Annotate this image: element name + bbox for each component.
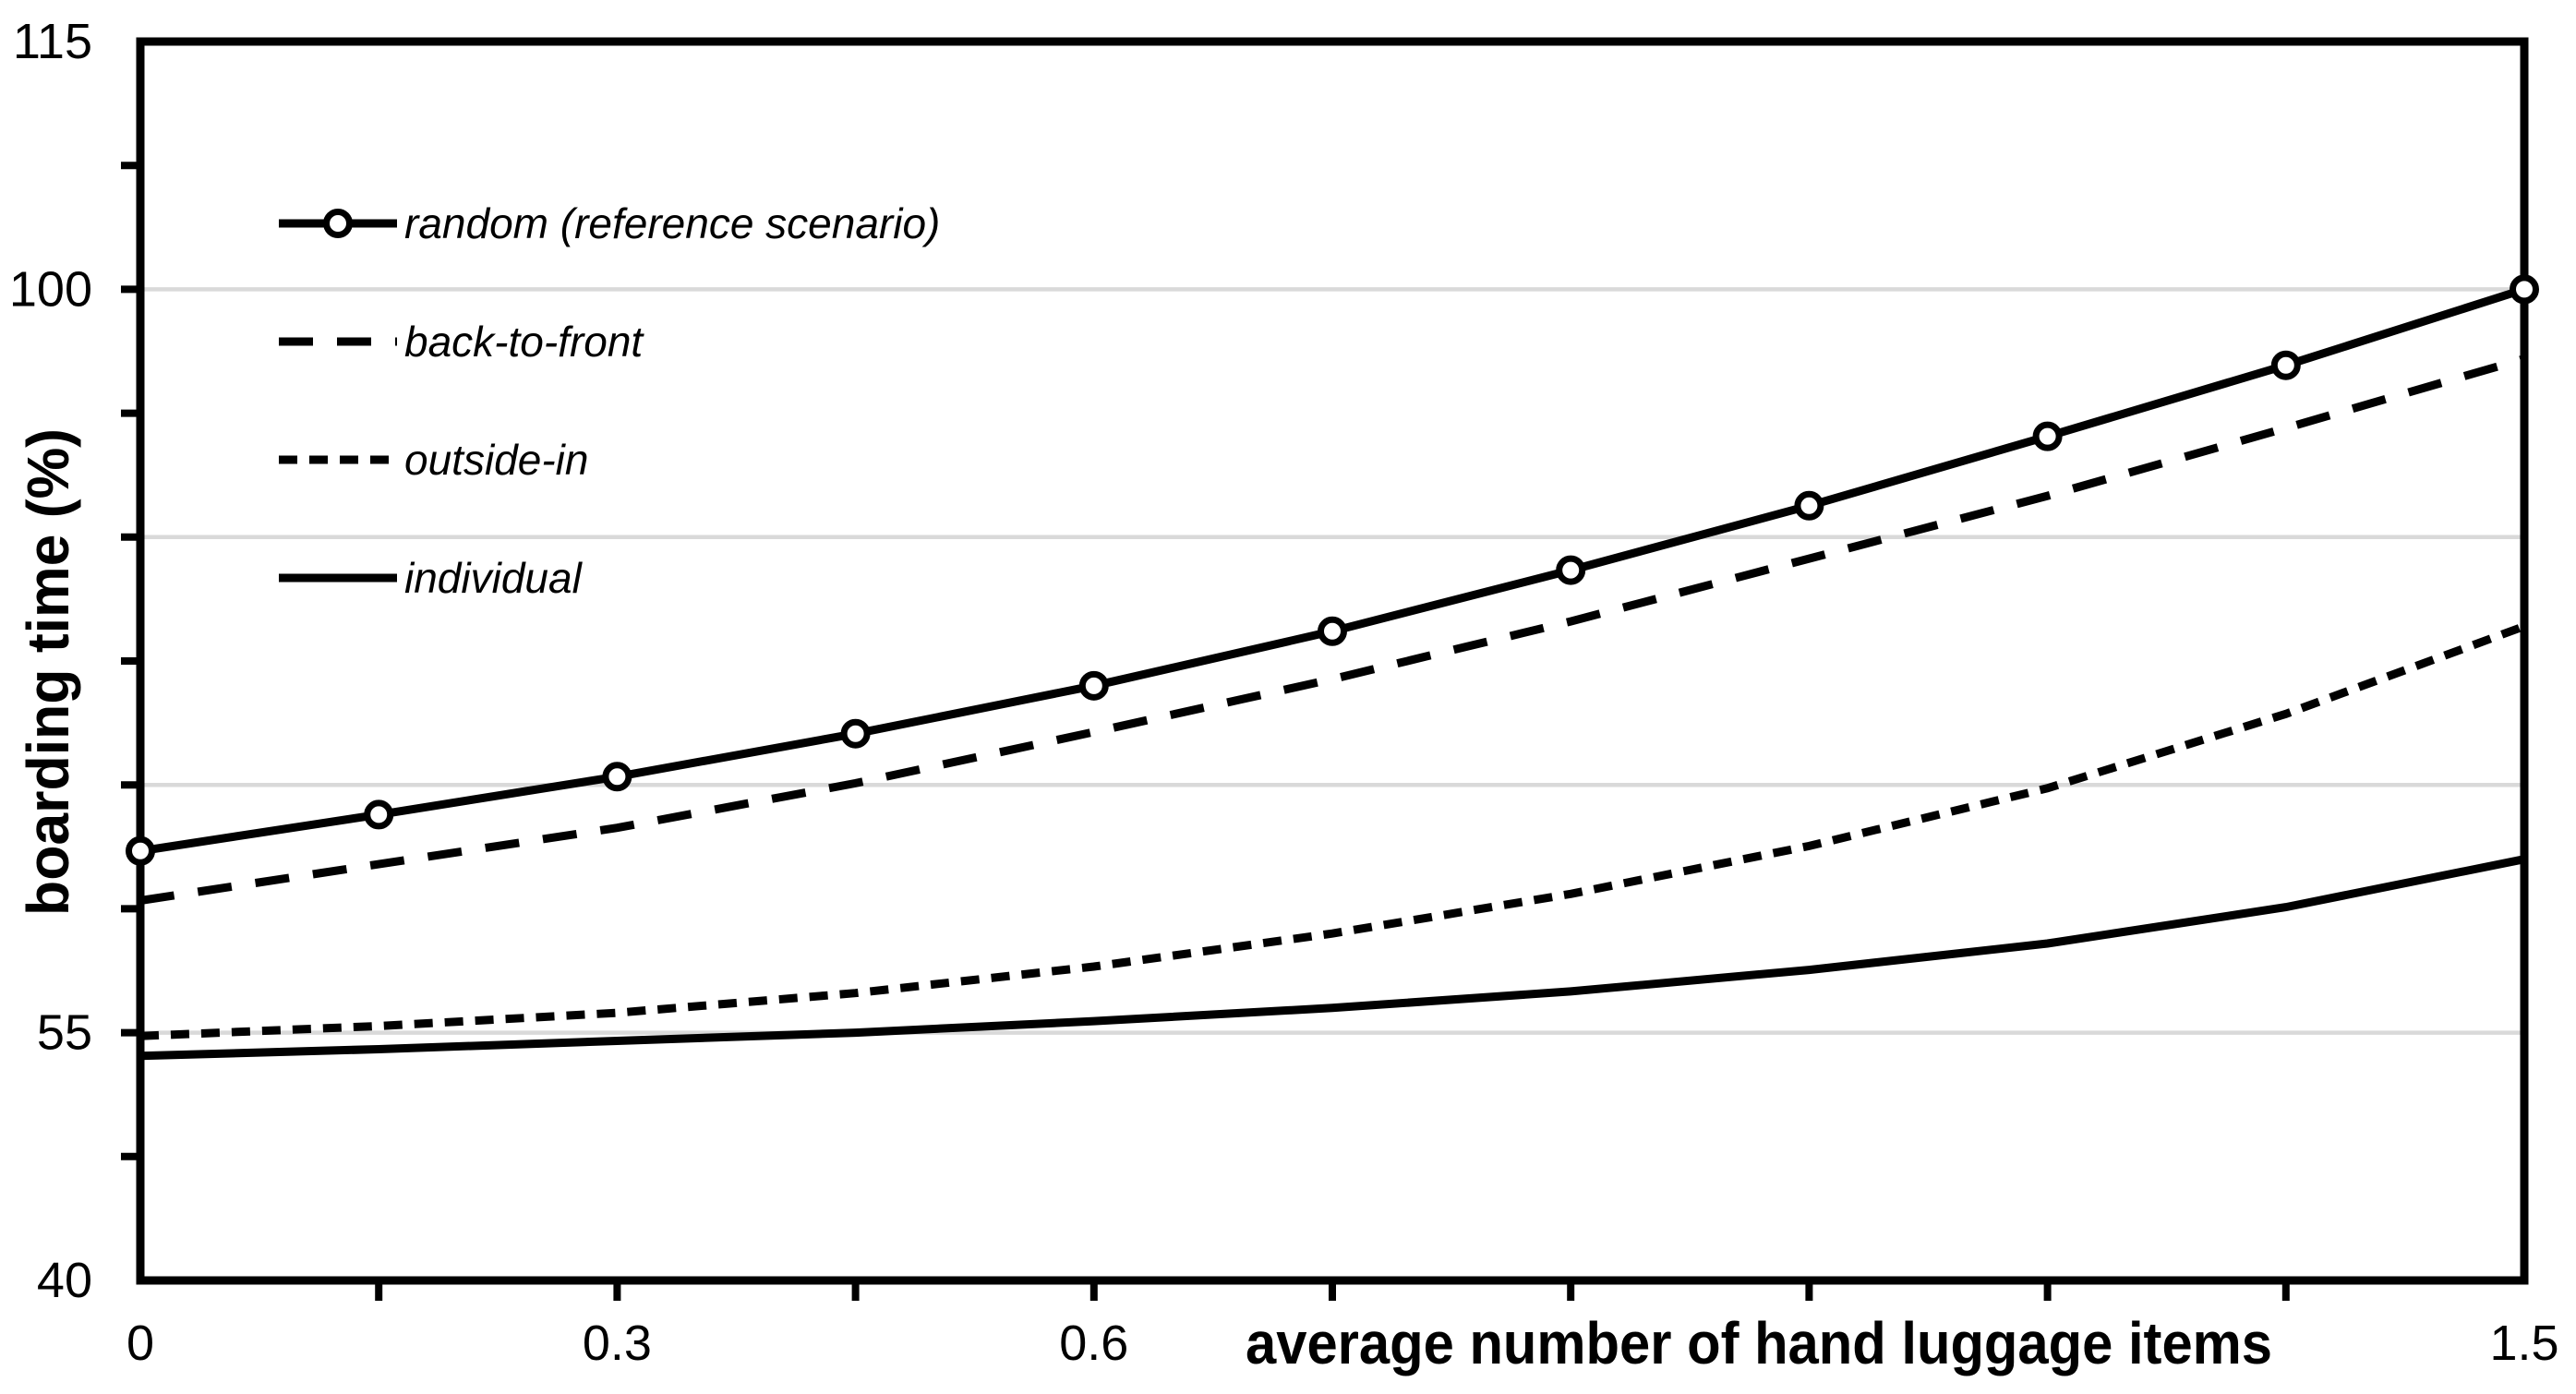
y-tick-label-100: 100 <box>9 261 92 317</box>
y-tick-label-115: 115 <box>13 14 92 69</box>
legend-label-individual: individual <box>404 554 584 602</box>
series-marker-random-7 <box>1794 490 1824 521</box>
series-marker-random-10 <box>2510 274 2539 305</box>
x-tick-label-0: 0 <box>126 1316 154 1371</box>
y-tick-label-40: 40 <box>37 1253 92 1308</box>
series-marker-random-3 <box>840 718 871 749</box>
legend-label-random: random (reference scenario) <box>404 199 940 247</box>
x-tick-label-0.3: 0.3 <box>583 1316 652 1371</box>
data-series <box>126 274 2539 1061</box>
series-line-outside-in <box>139 622 2526 1040</box>
y-tick-label-55: 55 <box>37 1005 92 1061</box>
x-tick-label-1.5: 1.5 <box>2489 1316 2558 1371</box>
series-marker-random-2 <box>602 762 632 792</box>
axis-tick-labels: 115 100 55 40 0 0.3 0.6 1.5 <box>9 14 2559 1371</box>
x-tick-label-0.6: 0.6 <box>1059 1316 1128 1371</box>
series-marker-random-6 <box>1556 555 1586 585</box>
series-marker-random-4 <box>1078 670 1109 701</box>
series-line-individual <box>139 855 2525 1061</box>
y-axis-title: boarding time (%) <box>15 428 81 916</box>
series-marker-random-8 <box>2032 421 2063 451</box>
series-marker-random-1 <box>364 799 394 830</box>
series-marker-random-0 <box>126 835 155 866</box>
legend-label-outside-in: outside-in <box>404 436 588 484</box>
series-marker-random-5 <box>1318 616 1347 646</box>
legend: random (reference scenario) back-to-front… <box>279 199 940 602</box>
x-axis-title: average number of hand luggage items <box>1246 1310 2272 1376</box>
axis-ticks <box>121 162 2290 1301</box>
series-marker-random-9 <box>2270 350 2301 380</box>
legend-marker-random <box>323 209 353 238</box>
gridlines <box>140 287 2524 1035</box>
legend-label-back-to-front: back-to-front <box>404 318 644 366</box>
